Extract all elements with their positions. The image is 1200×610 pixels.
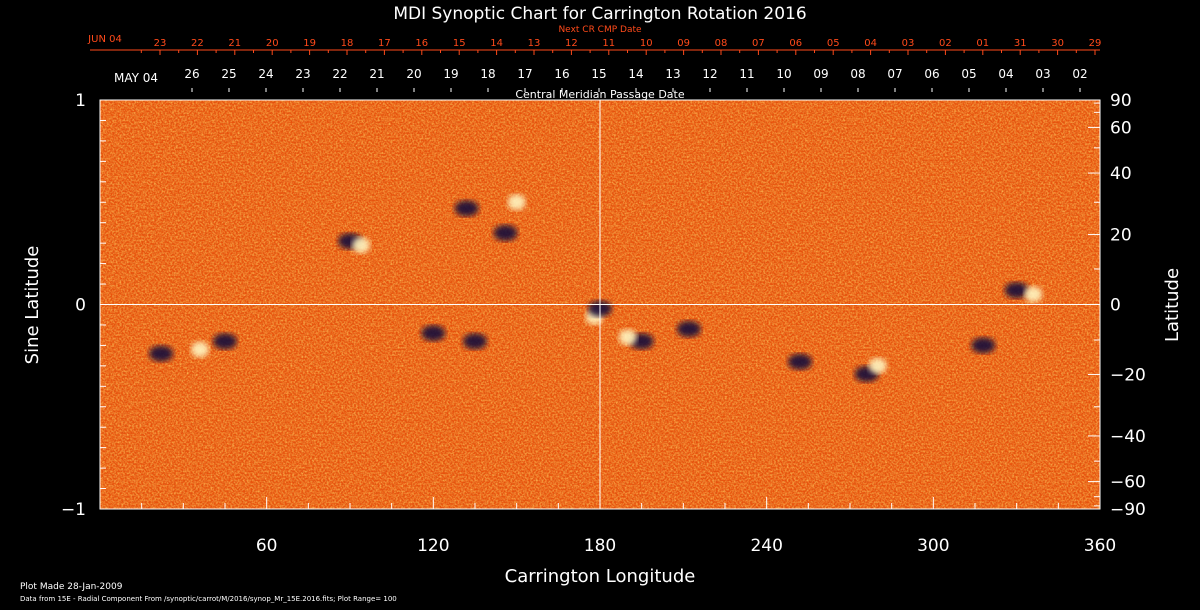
next-cr-date-label: 09 (677, 38, 690, 49)
active-region-positive (191, 341, 209, 358)
cmp-date-label: 10 (776, 67, 791, 81)
y-left-tick-label: −1 (61, 500, 86, 520)
x-tick-label: 60 (256, 536, 278, 556)
active-region-positive (1024, 286, 1043, 303)
chart-title: MDI Synoptic Chart for Carrington Rotati… (393, 4, 806, 24)
next-cr-axis-label: Next CR CMP Date (558, 25, 642, 35)
next-cr-date-label: 01 (976, 38, 989, 49)
next-cr-date-label: 17 (378, 38, 391, 49)
cmp-date-label: 20 (406, 67, 421, 81)
x-tick-label: 120 (417, 536, 449, 556)
next-cr-date-label: 02 (939, 38, 952, 49)
active-region-positive (507, 194, 526, 211)
next-cr-date-label: 08 (715, 38, 728, 49)
next-cr-date-label: 14 (490, 38, 503, 49)
cmp-date-label: 21 (369, 67, 384, 81)
next-cr-date-label: 20 (266, 38, 279, 49)
cmp-date-label: 07 (887, 67, 902, 81)
x-tick-label: 240 (750, 536, 782, 556)
cmp-date-label: 16 (554, 67, 569, 81)
active-region-positive (868, 357, 887, 374)
active-region-negative (971, 337, 996, 354)
cmp-date-label: 06 (924, 67, 939, 81)
cmp-date-label: 09 (813, 67, 828, 81)
cmp-date-label: 25 (221, 67, 236, 81)
next-cr-date-label: 03 (902, 38, 915, 49)
next-cr-date-label: 29 (1089, 38, 1102, 49)
next-cr-date-label: 04 (864, 38, 877, 49)
next-cr-first-label: JUN 04 (87, 34, 122, 45)
x-axis-title: Carrington Longitude (505, 566, 696, 587)
y-right-tick-label: 90 (1110, 91, 1132, 111)
cmp-first-label: MAY 04 (114, 71, 158, 85)
next-cr-date-label: 07 (752, 38, 765, 49)
cmp-date-label: 02 (1072, 67, 1087, 81)
footer-plot-made: Plot Made 28-Jan-2009 (20, 582, 123, 592)
next-cr-date-label: 23 (154, 38, 167, 49)
y-right-tick-label: −40 (1110, 427, 1146, 447)
y-left-tick-label: 1 (75, 91, 86, 111)
cmp-date-label: 26 (184, 67, 199, 81)
active-region-negative (788, 353, 812, 370)
y-right-tick-label: −90 (1110, 500, 1146, 520)
cmp-date-label: 24 (258, 67, 273, 81)
next-cr-date-label: 10 (640, 38, 653, 49)
y-axis-title-left: Sine Latitude (22, 246, 43, 365)
active-region-negative (149, 345, 174, 362)
cmp-date-label: 08 (850, 67, 865, 81)
active-region-positive (352, 237, 371, 254)
y-right-tick-label: 0 (1110, 296, 1121, 316)
next-cr-date-label: 16 (415, 38, 428, 49)
cmp-date-label: 04 (998, 67, 1013, 81)
cmp-date-label: 15 (591, 67, 606, 81)
next-cr-date-label: 22 (191, 38, 204, 49)
next-cr-date-label: 30 (1051, 38, 1064, 49)
active-region-positive (618, 329, 637, 346)
cmp-date-label: 17 (517, 67, 532, 81)
next-cr-date-label: 19 (303, 38, 316, 49)
next-cr-date-label: 31 (1014, 38, 1027, 49)
next-cr-date-label: 06 (789, 38, 802, 49)
y-right-tick-label: −20 (1110, 365, 1146, 385)
active-region-negative (493, 224, 518, 241)
next-cr-date-label: 18 (341, 38, 354, 49)
cmp-date-label: 05 (961, 67, 976, 81)
active-region-negative (454, 200, 479, 217)
next-cr-date-label: 21 (228, 38, 241, 49)
cmp-date-label: 18 (480, 67, 495, 81)
y-left-tick-label: 0 (75, 296, 86, 316)
y-right-tick-label: 60 (1110, 118, 1132, 138)
axes: 60 120 180 240 300 360−101 906040200−20−40−60−… (61, 34, 1146, 556)
cmp-date-label: 13 (665, 67, 680, 81)
y-right-tick-label: 20 (1110, 226, 1132, 246)
active-region-negative (421, 325, 446, 342)
active-region-negative (463, 333, 487, 350)
y-axis-title-right: Latitude (1162, 268, 1183, 342)
x-tick-label: 360 (1084, 536, 1116, 556)
y-right-tick-label: 40 (1110, 164, 1132, 184)
next-cr-date-label: 12 (565, 38, 578, 49)
active-region-negative (676, 321, 701, 338)
next-cr-date-label: 05 (827, 38, 840, 49)
cmp-date-label: 19 (443, 67, 458, 81)
cmp-date-label: 14 (628, 67, 643, 81)
cmp-date-label: 23 (295, 67, 310, 81)
footer-data-source: Data from 15E - Radial Component From /s… (20, 595, 397, 603)
cmp-date-label: 12 (702, 67, 717, 81)
cmp-date-label: 03 (1035, 67, 1050, 81)
next-cr-date-label: 13 (528, 38, 541, 49)
cmp-axis-label: Central Meridian Passage Date (515, 88, 684, 101)
next-cr-date-label: 11 (602, 38, 615, 49)
active-region-negative (213, 333, 237, 350)
active-region-negative (1004, 282, 1029, 299)
x-tick-label: 300 (917, 536, 949, 556)
next-cr-date-label: 15 (453, 38, 466, 49)
cmp-date-label: 22 (332, 67, 347, 81)
y-right-tick-label: −60 (1110, 473, 1146, 493)
x-tick-label: 180 (584, 536, 616, 556)
cmp-date-label: 11 (739, 67, 754, 81)
